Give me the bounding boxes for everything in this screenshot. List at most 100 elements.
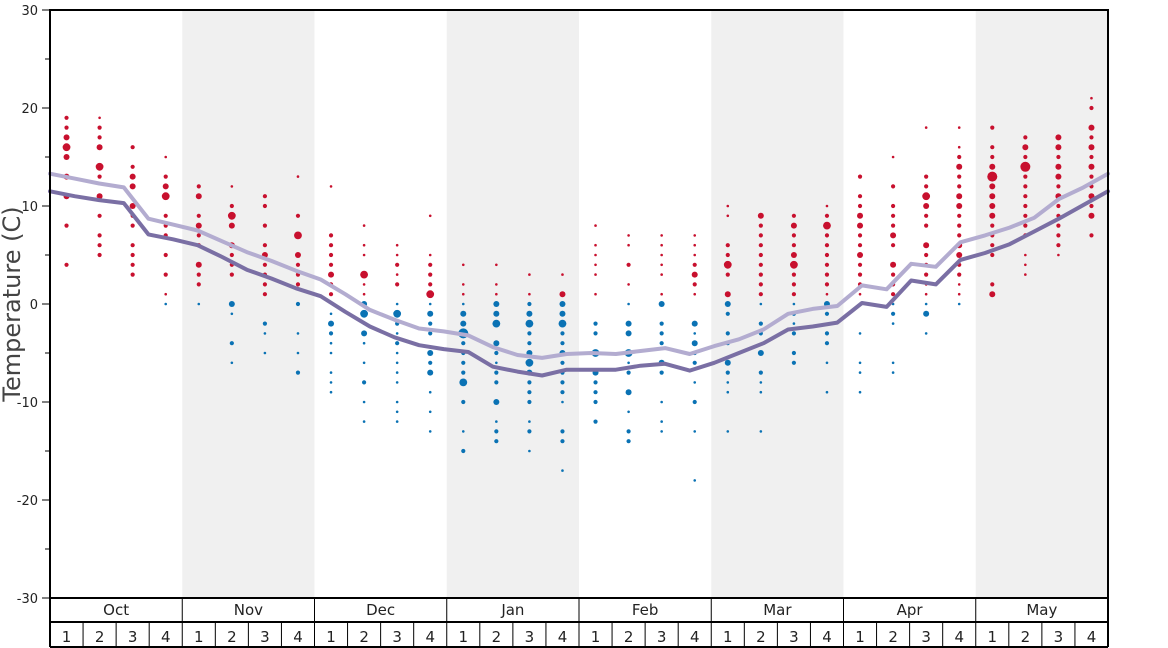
warm-dot bbox=[1056, 154, 1061, 160]
cold-dot bbox=[296, 332, 300, 335]
cold-dot bbox=[724, 359, 731, 366]
cold-dot bbox=[792, 302, 796, 306]
warm-dot bbox=[1022, 144, 1029, 151]
warm-dot bbox=[989, 183, 996, 190]
warm-dot bbox=[495, 263, 498, 267]
y-tick-label: 0 bbox=[30, 298, 38, 313]
warm-dot bbox=[97, 233, 102, 238]
cold-dot bbox=[792, 322, 796, 325]
warm-dot bbox=[495, 292, 498, 296]
warm-dot bbox=[924, 213, 929, 218]
warm-dot bbox=[1023, 174, 1028, 179]
warm-dot bbox=[96, 144, 103, 151]
warm-dot bbox=[758, 282, 763, 287]
warm-dot bbox=[130, 145, 135, 150]
cold-dot bbox=[561, 469, 564, 472]
y-tick-label: -10 bbox=[17, 396, 38, 411]
warm-dot bbox=[195, 222, 202, 229]
week-label: 4 bbox=[293, 628, 303, 646]
y-axis-title: Temperature (C) bbox=[0, 206, 26, 402]
cold-dot bbox=[493, 301, 500, 307]
cold-dot bbox=[625, 330, 632, 337]
cold-dot bbox=[528, 420, 531, 423]
warm-dot bbox=[164, 155, 168, 159]
cold-dot bbox=[428, 430, 432, 433]
warm-dot bbox=[195, 193, 202, 200]
cold-dot bbox=[858, 361, 862, 365]
warm-dot bbox=[824, 213, 830, 218]
cold-dot bbox=[460, 320, 467, 327]
week-label: 2 bbox=[624, 628, 634, 646]
cold-dot bbox=[362, 400, 366, 404]
warm-dot bbox=[693, 243, 697, 247]
warm-dot bbox=[1089, 154, 1094, 160]
warm-dot bbox=[723, 260, 732, 269]
warm-dot bbox=[691, 271, 698, 278]
cold-dot bbox=[228, 301, 235, 307]
warm-dot bbox=[989, 193, 996, 200]
warm-dot bbox=[758, 233, 763, 238]
warm-dot bbox=[758, 243, 763, 248]
warm-dot bbox=[495, 283, 498, 286]
warm-dot bbox=[824, 282, 830, 287]
cold-dot bbox=[593, 399, 598, 405]
warm-dot bbox=[395, 273, 399, 276]
warm-dot bbox=[890, 203, 896, 209]
warm-dot bbox=[161, 192, 170, 201]
cold-dot bbox=[527, 331, 532, 336]
warm-dot bbox=[362, 253, 366, 257]
warm-dot bbox=[428, 253, 432, 257]
warm-dot bbox=[594, 292, 597, 296]
month-band-mar bbox=[711, 10, 844, 598]
cold-dot bbox=[395, 400, 399, 404]
warm-dot bbox=[693, 234, 697, 237]
warm-dot bbox=[1024, 253, 1027, 257]
cold-dot bbox=[361, 330, 368, 337]
y-tick-label: -20 bbox=[17, 494, 38, 509]
cold-dot bbox=[825, 390, 829, 394]
cold-dot bbox=[428, 321, 433, 326]
warm-dot bbox=[790, 252, 797, 258]
warm-dot bbox=[924, 272, 929, 277]
warm-dot bbox=[890, 223, 896, 228]
cold-dot bbox=[725, 331, 730, 336]
warm-dot bbox=[1023, 154, 1028, 160]
warm-dot bbox=[195, 261, 202, 268]
warm-dot bbox=[693, 253, 697, 257]
warm-dot bbox=[924, 252, 929, 258]
warm-dot bbox=[857, 222, 864, 229]
cold-dot bbox=[461, 360, 466, 365]
cold-dot bbox=[659, 321, 664, 326]
warm-dot bbox=[163, 252, 168, 258]
cold-dot bbox=[726, 390, 730, 394]
cold-dot bbox=[659, 331, 664, 336]
warm-dot bbox=[1023, 184, 1028, 189]
cold-dot bbox=[791, 350, 797, 356]
warm-dot bbox=[923, 242, 930, 249]
warm-dot bbox=[262, 262, 268, 267]
cold-dot bbox=[329, 381, 333, 384]
cold-dot bbox=[494, 439, 499, 444]
warm-dot bbox=[97, 125, 102, 130]
warm-dot bbox=[162, 183, 169, 190]
warm-dot bbox=[461, 263, 465, 267]
warm-dot bbox=[660, 234, 663, 237]
warm-dot bbox=[97, 243, 102, 248]
warm-dot bbox=[823, 221, 831, 230]
cold-dot bbox=[692, 360, 697, 365]
warm-dot bbox=[594, 224, 597, 227]
week-label: 4 bbox=[822, 628, 832, 646]
week-label: 1 bbox=[326, 628, 336, 646]
warm-dot bbox=[594, 263, 597, 267]
warm-dot bbox=[924, 126, 928, 129]
week-label: 4 bbox=[558, 628, 568, 646]
cold-dot bbox=[824, 331, 830, 336]
warm-dot bbox=[1023, 223, 1028, 228]
warm-dot bbox=[627, 283, 630, 286]
cold-dot bbox=[593, 419, 598, 424]
cold-dot bbox=[627, 302, 630, 306]
cold-dot bbox=[659, 370, 664, 375]
warm-dot bbox=[164, 292, 168, 296]
warm-dot bbox=[262, 292, 268, 297]
cold-dot bbox=[660, 430, 663, 433]
